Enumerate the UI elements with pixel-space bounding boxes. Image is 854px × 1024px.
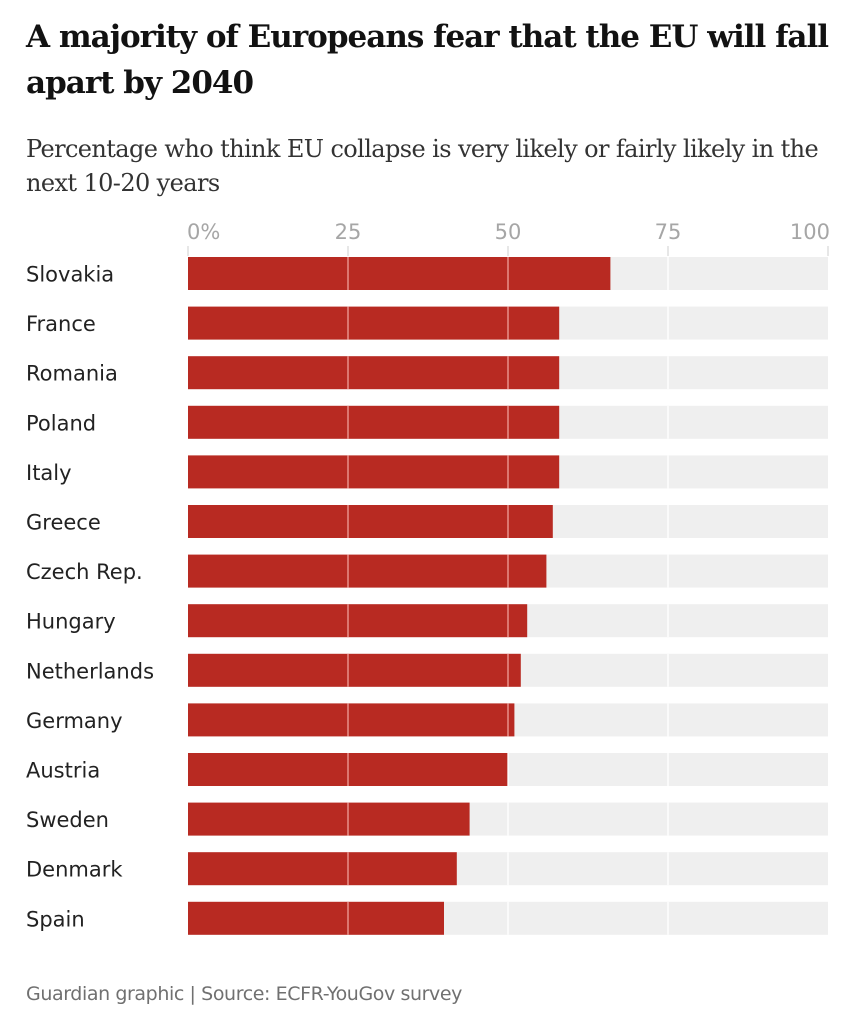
chart-subtitle: Percentage who think EU collapse is very…: [26, 135, 819, 197]
bar: [188, 455, 560, 489]
bar: [188, 604, 528, 638]
bar: [188, 554, 547, 588]
bar-chart: 0% 25 50 75 100 Slovakia France Romania Poland I…: [26, 220, 830, 935]
bar-row: Romania: [26, 356, 828, 390]
category-label: Denmark: [26, 858, 123, 882]
chart-title: A majority of Europeans fear that the EU…: [26, 19, 829, 101]
category-label: France: [26, 312, 96, 336]
bar-row: Denmark: [26, 852, 828, 886]
bar-row: Germany: [26, 703, 828, 737]
bar: [188, 405, 560, 439]
bar-row: Sweden: [26, 802, 828, 836]
category-label: Greece: [26, 511, 101, 535]
x-tick-label: 100: [790, 220, 830, 244]
bar: [188, 703, 515, 737]
category-label: Germany: [26, 709, 123, 733]
category-label: Czech Rep.: [26, 560, 143, 584]
gridlines: [347, 257, 669, 935]
x-tick-label: 25: [335, 220, 362, 244]
category-label: Spain: [26, 907, 85, 931]
x-tick-label: 75: [655, 220, 682, 244]
bar-row: Netherlands: [26, 653, 828, 687]
bar-row: Italy: [26, 455, 828, 489]
bar: [188, 901, 444, 935]
bar: [188, 852, 457, 886]
bar-row: France: [26, 306, 828, 340]
x-axis-ticks: 0% 25 50 75 100: [187, 220, 830, 256]
bar-rows: Slovakia France Romania Poland Italy Greece Cz…: [26, 257, 828, 935]
category-label: Sweden: [26, 808, 109, 832]
source-note: Guardian graphic | Source: ECFR-YouGov s…: [26, 983, 463, 1005]
category-label: Italy: [26, 461, 72, 485]
category-label: Netherlands: [26, 659, 154, 683]
bar: [188, 505, 553, 538]
bar: [188, 356, 560, 390]
category-label: Austria: [26, 759, 100, 783]
bar: [188, 653, 521, 687]
bar: [188, 257, 611, 290]
bar: [188, 306, 560, 340]
category-label: Hungary: [26, 610, 116, 634]
category-label: Slovakia: [26, 263, 114, 287]
category-label: Romania: [26, 362, 118, 386]
category-label: Poland: [26, 411, 96, 435]
bar-row: Spain: [26, 901, 828, 935]
bar-row: Czech Rep.: [26, 554, 828, 588]
bar-row: Greece: [26, 505, 828, 538]
bar: [188, 802, 470, 836]
bar-row: Hungary: [26, 604, 828, 638]
x-tick-label: 50: [495, 220, 522, 244]
bar-row: Austria: [26, 753, 828, 786]
bar-row: Poland: [26, 405, 828, 439]
x-tick-label: 0%: [187, 220, 220, 244]
bar-row: Slovakia: [26, 257, 828, 290]
